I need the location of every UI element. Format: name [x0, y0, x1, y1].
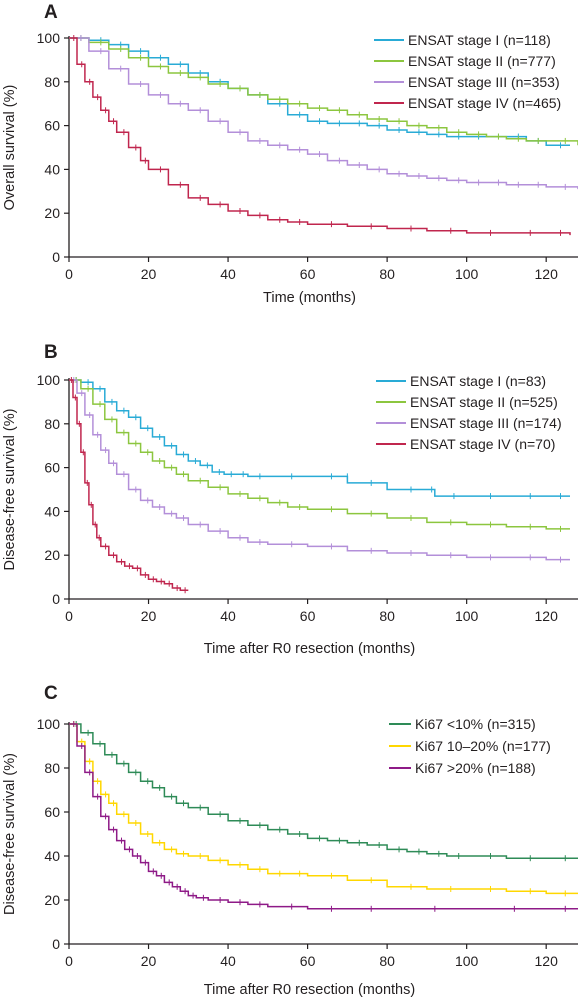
series-line-1 — [69, 723, 578, 859]
series-line-1 — [69, 379, 570, 497]
y-tick-label: 0 — [52, 591, 60, 607]
y-tick-label: 20 — [44, 892, 60, 908]
series-line-2 — [69, 379, 570, 530]
y-tick-label: 60 — [44, 804, 60, 820]
y-tick-label: 40 — [44, 848, 60, 864]
y-tick-label: 0 — [52, 249, 60, 265]
y-tick-label: 20 — [44, 205, 60, 221]
x-tick-label: 20 — [141, 266, 157, 282]
legend-label-3: ENSAT stage III (n=174) — [410, 415, 562, 431]
legend-label-4: ENSAT stage IV (n=70) — [410, 436, 555, 452]
panel-c: C 0 20 40 60 80 100 0 20 40 60 80 100 120 Time after R… — [2, 683, 578, 998]
legend-label-2: ENSAT stage II (n=777) — [408, 53, 556, 69]
x-tick-label: 80 — [379, 608, 395, 624]
x-tick-label: 80 — [379, 953, 395, 969]
x-tick-label: 120 — [535, 266, 559, 282]
y-tick-label: 0 — [52, 936, 60, 952]
series-line-3 — [69, 37, 578, 190]
x-tick-label: 100 — [455, 608, 479, 624]
panel-a: A 0 20 40 60 80 100 0 20 40 60 80 100 120 Time (months… — [2, 2, 578, 306]
panel-b: B 0 20 40 60 80 100 0 20 40 60 80 100 120 Time after R… — [2, 342, 578, 657]
series-line-2 — [69, 723, 578, 895]
x-tick-label: 60 — [300, 266, 316, 282]
series-line-1 — [69, 37, 570, 147]
x-axis-title: Time after R0 resection (months) — [204, 982, 415, 998]
y-tick-label: 40 — [44, 161, 60, 177]
y-tick-label: 80 — [44, 760, 60, 776]
x-tick-label: 0 — [65, 953, 73, 969]
legend-label-1: ENSAT stage I (n=118) — [408, 32, 551, 48]
series-line-3 — [69, 723, 578, 910]
series-line-3 — [69, 379, 570, 561]
series-line-2 — [69, 37, 578, 146]
x-tick-label: 60 — [300, 953, 316, 969]
legend-label-1: Ki67 <10% (n=315) — [415, 716, 536, 732]
panel-label: A — [44, 2, 58, 23]
x-tick-label: 0 — [65, 608, 73, 624]
y-tick-label: 60 — [44, 118, 60, 134]
series-line-4 — [69, 37, 571, 236]
x-tick-label: 100 — [455, 953, 479, 969]
y-axis-title: Disease-free survival (%) — [2, 753, 18, 915]
y-tick-label: 40 — [44, 503, 60, 519]
x-tick-label: 100 — [455, 266, 479, 282]
y-axis-title: Disease-free survival (%) — [2, 409, 18, 571]
y-tick-label: 100 — [37, 716, 61, 732]
x-axis-title: Time after R0 resection (months) — [204, 641, 415, 657]
x-tick-label: 120 — [535, 953, 559, 969]
y-tick-label: 20 — [44, 547, 60, 563]
y-tick-label: 80 — [44, 74, 60, 90]
x-tick-label: 0 — [65, 266, 73, 282]
y-tick-label: 100 — [37, 372, 61, 388]
x-tick-label: 40 — [220, 608, 236, 624]
legend-label-3: ENSAT stage III (n=353) — [408, 74, 560, 90]
x-tick-label: 40 — [220, 953, 236, 969]
x-tick-label: 120 — [535, 608, 559, 624]
panel-label: B — [44, 342, 58, 363]
y-tick-label: 60 — [44, 460, 60, 476]
legend-label-1: ENSAT stage I (n=83) — [410, 373, 546, 389]
legend-label-4: ENSAT stage IV (n=465) — [408, 95, 561, 111]
panel-label: C — [44, 683, 58, 704]
y-tick-label: 100 — [37, 30, 61, 46]
series-line-4 — [69, 379, 189, 591]
x-tick-label: 60 — [300, 608, 316, 624]
x-tick-label: 80 — [379, 266, 395, 282]
x-tick-label: 20 — [141, 953, 157, 969]
legend-label-2: ENSAT stage II (n=525) — [410, 394, 558, 410]
legend-label-2: Ki67 10–20% (n=177) — [415, 738, 551, 754]
x-axis-title: Time (months) — [263, 290, 356, 306]
y-tick-label: 80 — [44, 416, 60, 432]
legend-label-3: Ki67 >20% (n=188) — [415, 760, 536, 776]
x-tick-label: 20 — [141, 608, 157, 624]
y-axis-title: Overall survival (%) — [2, 85, 18, 211]
x-tick-label: 40 — [220, 266, 236, 282]
